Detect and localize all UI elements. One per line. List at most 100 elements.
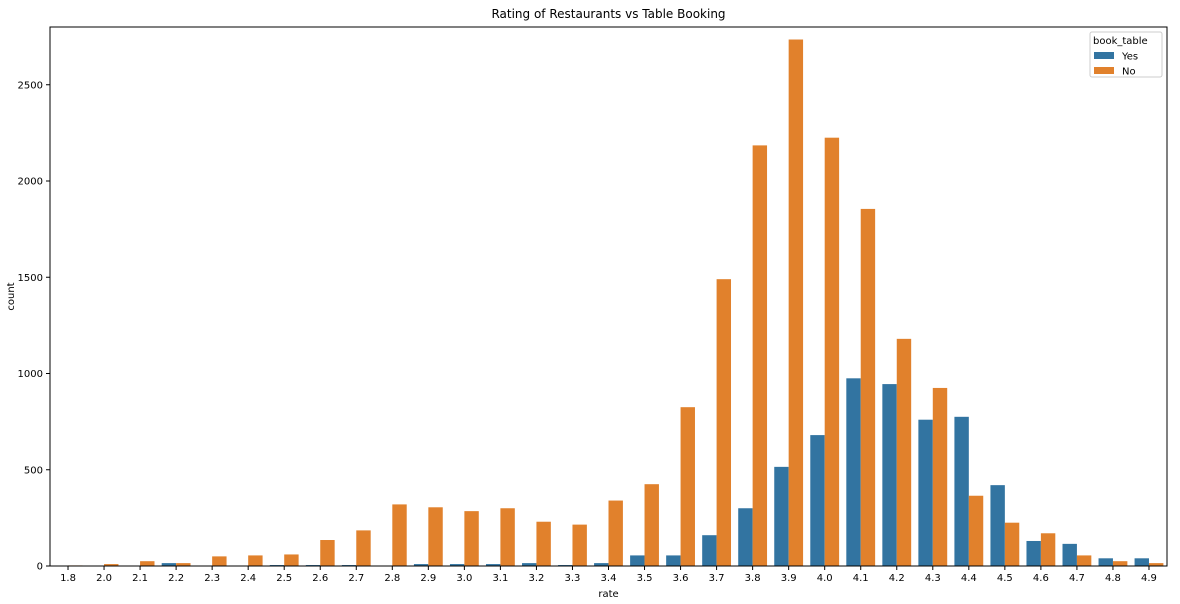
x-tick-label: 3.0 xyxy=(456,573,472,584)
y-axis-label: count xyxy=(6,282,17,310)
bar-yes-3.6 xyxy=(666,555,681,566)
bar-no-3.3 xyxy=(572,524,587,566)
x-axis-label: rate xyxy=(598,589,618,600)
x-tick-label: 4.4 xyxy=(961,573,977,584)
legend-label-yes: Yes xyxy=(1121,52,1138,63)
bar-no-4.7 xyxy=(1076,555,1092,566)
bar-yes-4.9 xyxy=(1134,558,1149,566)
bar-yes-2.9 xyxy=(413,564,429,566)
y-axis: 0 500 1000 1500 2000 2500 xyxy=(18,80,50,573)
x-tick-label: 3.5 xyxy=(637,573,653,584)
bar-yes-4.2 xyxy=(882,384,897,566)
bar-no-3.2 xyxy=(536,521,551,566)
bar-yes-4.8 xyxy=(1098,558,1113,566)
bar-no-3.1 xyxy=(500,508,515,566)
x-tick-label: 3.9 xyxy=(781,573,797,584)
x-tick-label: 4.7 xyxy=(1069,573,1085,584)
x-tick-label: 3.2 xyxy=(528,573,544,584)
bar-yes-3.5 xyxy=(630,555,645,566)
bars-group xyxy=(68,39,1164,566)
legend-swatch-no xyxy=(1094,67,1114,74)
bar-yes-3.7 xyxy=(702,535,717,566)
chart-title: Rating of Restaurants vs Table Booking xyxy=(491,7,725,21)
bar-no-3.7 xyxy=(716,279,732,566)
legend-swatch-yes xyxy=(1094,52,1114,59)
bar-yes-3.2 xyxy=(522,563,537,566)
legend: book_table Yes No xyxy=(1089,31,1163,78)
x-tick-label: 4.0 xyxy=(817,573,833,584)
legend-title: book_table xyxy=(1093,36,1148,47)
x-tick-label: 4.1 xyxy=(853,573,869,584)
x-tick-label: 2.4 xyxy=(240,573,256,584)
bar-no-3.9 xyxy=(788,39,804,566)
x-tick-label: 1.8 xyxy=(60,573,76,584)
bar-yes-4.4 xyxy=(954,416,969,566)
y-tick-label: 0 xyxy=(37,562,43,573)
bar-no-2.2 xyxy=(176,563,191,566)
x-tick-label: 2.5 xyxy=(276,573,292,584)
bar-yes-4.7 xyxy=(1062,543,1077,566)
bar-no-2.3 xyxy=(212,556,227,566)
bar-no-2.5 xyxy=(284,554,299,566)
x-tick-label: 2.2 xyxy=(168,573,184,584)
bar-no-2.8 xyxy=(392,504,407,566)
bar-no-4.6 xyxy=(1040,533,1056,566)
bar-yes-3.4 xyxy=(594,563,609,566)
bar-no-4.9 xyxy=(1148,563,1164,566)
x-tick-label: 3.6 xyxy=(673,573,689,584)
legend-box xyxy=(1089,31,1163,78)
y-tick-label: 1000 xyxy=(18,369,43,380)
bar-no-2.9 xyxy=(428,507,443,566)
x-axis: 1.8 2.0 2.1 2.2 2.3 2.4 2.5 2.6 2.7 2.8 2.9 3.0 3.1 3… xyxy=(60,566,1157,584)
bar-yes-4.5 xyxy=(990,485,1005,566)
bar-no-4.5 xyxy=(1004,522,1020,566)
bar-no-3.5 xyxy=(644,484,659,566)
bar-no-2.4 xyxy=(248,555,263,566)
bar-yes-4.6 xyxy=(1026,540,1041,566)
x-tick-label: 2.8 xyxy=(384,573,400,584)
x-tick-label: 3.4 xyxy=(601,573,617,584)
x-tick-label: 4.3 xyxy=(925,573,941,584)
bar-no-3.6 xyxy=(680,407,695,566)
bar-yes-2.2 xyxy=(161,563,177,566)
bar-yes-4.1 xyxy=(846,378,861,566)
bar-no-4.8 xyxy=(1112,561,1128,566)
x-tick-label: 2.9 xyxy=(420,573,436,584)
plot-frame xyxy=(49,26,1168,567)
y-tick-label: 500 xyxy=(24,465,43,476)
legend-label-no: No xyxy=(1122,67,1136,78)
bar-yes-4.3 xyxy=(918,419,933,566)
bar-yes-3.8 xyxy=(738,508,753,566)
bar-no-3.4 xyxy=(608,500,623,566)
x-tick-label: 2.1 xyxy=(132,573,148,584)
bar-yes-3.1 xyxy=(485,564,501,566)
y-tick-label: 1500 xyxy=(18,273,43,284)
bar-no-4.3 xyxy=(932,387,948,566)
x-tick-label: 4.6 xyxy=(1033,573,1049,584)
x-tick-label: 2.0 xyxy=(96,573,112,584)
x-tick-label: 2.7 xyxy=(348,573,364,584)
y-tick-label: 2000 xyxy=(18,177,43,188)
bar-no-3.8 xyxy=(752,145,768,566)
bar-no-2.0 xyxy=(104,564,119,566)
bar-no-2.1 xyxy=(140,561,155,566)
x-tick-label: 4.8 xyxy=(1105,573,1121,584)
x-tick-label: 3.7 xyxy=(709,573,725,584)
bar-no-4.0 xyxy=(824,137,840,566)
bar-no-4.2 xyxy=(896,338,912,566)
bar-no-3.0 xyxy=(464,511,479,566)
y-tick-label: 2500 xyxy=(18,80,43,91)
x-tick-label: 3.8 xyxy=(745,573,761,584)
x-tick-label: 4.9 xyxy=(1141,573,1157,584)
x-tick-label: 3.3 xyxy=(565,573,581,584)
legend-items: Yes No xyxy=(1094,52,1138,78)
bar-yes-4.0 xyxy=(810,435,825,566)
x-tick-label: 3.1 xyxy=(492,573,508,584)
bar-no-2.7 xyxy=(356,530,371,566)
x-tick-label: 4.5 xyxy=(997,573,1013,584)
bar-no-4.1 xyxy=(860,208,876,566)
bar-yes-3.9 xyxy=(774,466,789,566)
bar-no-4.4 xyxy=(968,495,984,566)
bar-no-2.6 xyxy=(320,540,335,566)
